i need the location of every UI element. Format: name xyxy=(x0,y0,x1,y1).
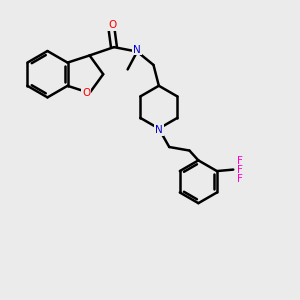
Text: N: N xyxy=(155,125,163,135)
Text: O: O xyxy=(108,20,116,30)
Text: O: O xyxy=(82,88,90,98)
Text: F: F xyxy=(237,165,243,175)
Text: N: N xyxy=(133,44,141,55)
Text: F: F xyxy=(237,173,243,184)
Text: F: F xyxy=(237,156,243,166)
